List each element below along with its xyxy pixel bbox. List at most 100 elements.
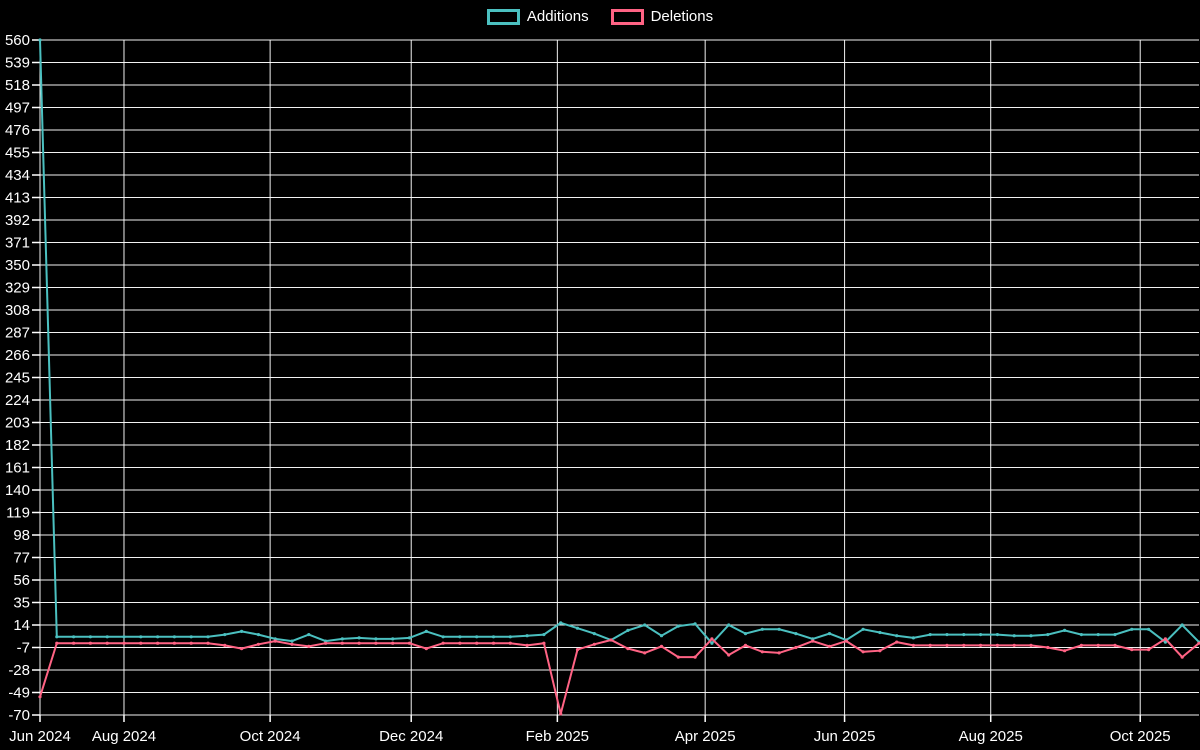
additions-data-point xyxy=(811,637,815,641)
deletions-data-point xyxy=(1147,648,1151,652)
y-tick-label: 35 xyxy=(13,595,30,612)
deletions-data-point xyxy=(1029,643,1033,648)
deletions-data-point xyxy=(1096,643,1100,648)
deletions-data-point xyxy=(458,641,462,645)
additions-data-point xyxy=(1046,633,1050,637)
deletions-data-point xyxy=(340,641,344,645)
deletions-data-point xyxy=(407,641,412,645)
additions-data-point xyxy=(491,635,496,639)
deletions-data-point xyxy=(72,641,76,645)
additions-data-point xyxy=(827,632,832,636)
deletions-data-point xyxy=(727,653,731,657)
deletions-data-point xyxy=(945,643,949,648)
deletions-data-point xyxy=(743,643,748,648)
deletions-data-point xyxy=(609,638,613,642)
deletions-data-point xyxy=(895,640,899,644)
deletions-data-point xyxy=(424,647,428,651)
deletions-data-point xyxy=(38,695,42,699)
y-tick-label: 371 xyxy=(5,235,30,252)
additions-data-point xyxy=(861,627,865,631)
deletions-data-point xyxy=(139,641,143,645)
deletions-data-point xyxy=(693,655,697,659)
additions-legend-label: Additions xyxy=(526,8,589,25)
deletions-data-point xyxy=(710,637,714,641)
additions-data-point xyxy=(1012,634,1016,638)
y-tick-label: 266 xyxy=(5,347,30,364)
deletions-data-point xyxy=(1046,645,1050,650)
y-tick-label: 140 xyxy=(5,482,30,499)
y-tick-label: 434 xyxy=(5,167,30,184)
additions-data-point xyxy=(424,629,428,634)
additions-data-point xyxy=(72,635,76,639)
deletions-data-point xyxy=(374,641,378,645)
additions-legend-swatch xyxy=(486,9,520,25)
deletions-data-point xyxy=(391,641,395,645)
additions-data-point xyxy=(995,633,1000,637)
deletions-data-point xyxy=(1079,643,1083,648)
x-tick-label: Aug 2024 xyxy=(92,728,156,745)
additions-data-point xyxy=(256,633,260,637)
additions-data-point xyxy=(525,634,529,638)
deletions-data-point xyxy=(911,643,916,648)
y-tick-label: -7 xyxy=(17,640,30,657)
deletions-data-point xyxy=(928,643,932,648)
deletions-data-point xyxy=(189,641,193,645)
deletions-data-point xyxy=(979,643,983,648)
additions-data-point xyxy=(1113,633,1117,637)
additions-data-point xyxy=(340,637,344,641)
deletions-data-point xyxy=(55,641,59,645)
legend-item-additions[interactable]: Additions xyxy=(486,8,589,26)
additions-data-point xyxy=(676,624,680,628)
x-tick-label: Dec 2024 xyxy=(379,728,443,745)
additions-data-point xyxy=(693,622,697,626)
deletions-data-point xyxy=(1063,649,1067,653)
additions-data-point xyxy=(592,632,596,636)
additions-data-point xyxy=(710,641,714,645)
deletions-data-point xyxy=(861,650,865,654)
x-tick-label: Oct 2025 xyxy=(1110,728,1171,745)
deletions-data-point xyxy=(643,651,647,655)
legend-item-deletions[interactable]: Deletions xyxy=(610,8,713,26)
y-tick-label: 476 xyxy=(5,122,30,139)
additions-data-point xyxy=(307,633,311,637)
y-tick-label: 518 xyxy=(5,77,30,94)
deletions-data-point xyxy=(206,641,210,645)
x-tick-label: Jun 2024 xyxy=(9,728,71,745)
additions-data-point xyxy=(777,627,781,631)
additions-data-point xyxy=(273,637,277,641)
additions-data-point xyxy=(794,632,798,636)
x-tick-label: Jun 2025 xyxy=(814,728,876,745)
additions-data-point xyxy=(122,635,126,639)
additions-data-point xyxy=(206,635,210,639)
additions-data-point xyxy=(760,627,764,631)
additions-data-point xyxy=(643,623,647,627)
additions-data-point xyxy=(575,626,580,630)
additions-data-point xyxy=(223,633,227,637)
x-tick-label: Apr 2025 xyxy=(675,728,736,745)
additions-data-point xyxy=(1079,633,1083,637)
y-tick-label: 560 xyxy=(5,32,30,49)
deletions-data-point xyxy=(1180,655,1184,659)
deletions-data-point xyxy=(105,641,109,645)
additions-data-point xyxy=(139,635,143,639)
deletions-data-point xyxy=(240,647,244,651)
deletions-data-point xyxy=(1012,643,1016,648)
deletions-data-point xyxy=(760,650,764,654)
deletions-data-point xyxy=(1130,648,1134,652)
additions-data-point xyxy=(559,621,563,625)
additions-data-point xyxy=(743,632,748,636)
additions-line xyxy=(39,39,1200,645)
x-tick-label: Aug 2025 xyxy=(959,728,1023,745)
additions-data-point xyxy=(458,635,462,639)
deletions-data-point xyxy=(626,647,630,651)
deletions-data-point xyxy=(223,643,227,648)
y-tick-label: 119 xyxy=(6,505,30,522)
y-tick-label: 245 xyxy=(5,370,30,387)
deletions-data-point xyxy=(290,642,294,646)
additions-data-point xyxy=(1096,633,1100,637)
x-tick-label: Feb 2025 xyxy=(526,728,589,745)
additions-data-point xyxy=(1130,627,1134,631)
deletions-data-point xyxy=(995,643,1000,648)
additions-data-point xyxy=(911,636,916,640)
additions-data-point xyxy=(475,635,479,639)
